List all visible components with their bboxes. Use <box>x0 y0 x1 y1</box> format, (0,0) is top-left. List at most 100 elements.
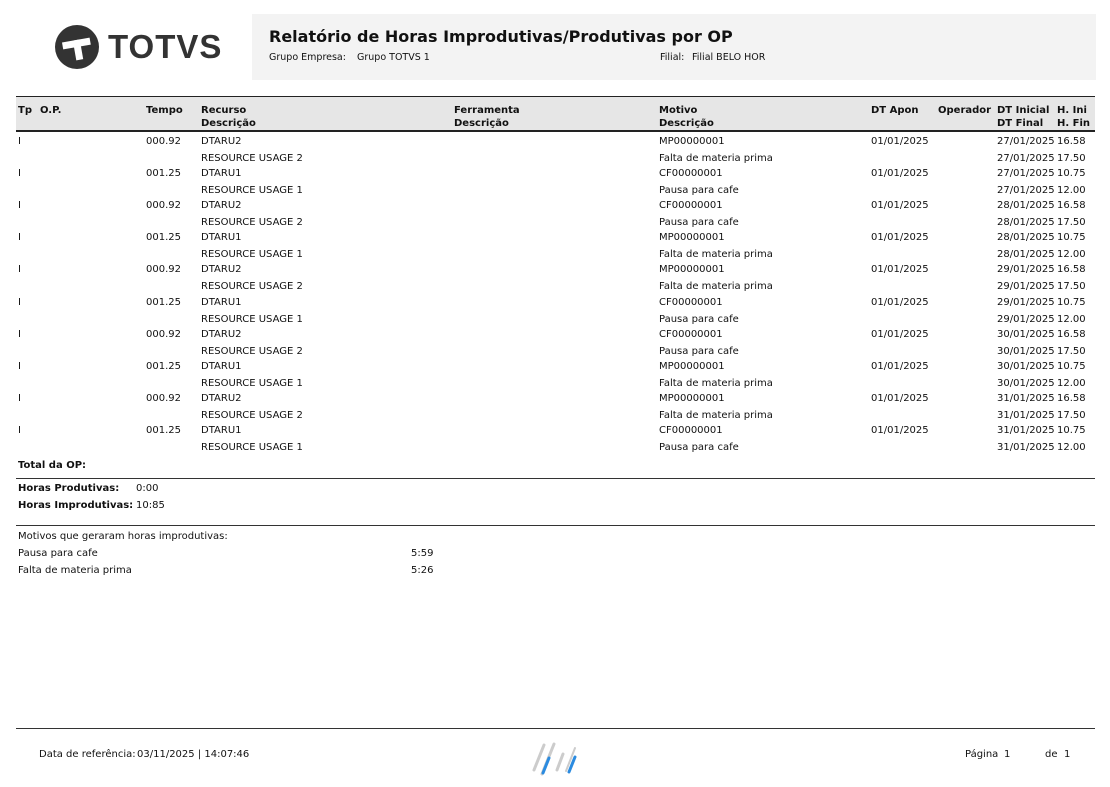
cell-h-fin: 12.00 <box>1057 441 1086 453</box>
totvs-logo: TOTVS <box>54 24 222 70</box>
cell-tp: I <box>18 328 21 340</box>
page-value: 1 <box>1004 749 1011 760</box>
motivo-label: Falta de materia prima <box>18 565 132 576</box>
cell-h-fin: 17.50 <box>1057 217 1086 229</box>
cell-dt-apon: 01/01/2025 <box>871 392 929 404</box>
cell-tp: I <box>18 232 21 244</box>
cell-dt-inicial: 28/01/2025 <box>997 232 1055 244</box>
cell-h-ini: 10.75 <box>1057 360 1086 372</box>
filial-value: Filial BELO HOR <box>692 52 766 63</box>
cell-dt-inicial: 29/01/2025 <box>997 264 1055 276</box>
cell-motivo: CF00000001 <box>659 424 723 436</box>
cell-motivo: CF00000001 <box>659 296 723 308</box>
cell-dt-final: 27/01/2025 <box>997 153 1055 164</box>
table-row: RESOURCE USAGE 2 Pausa para cafe 28/01/202… <box>0 217 1110 233</box>
cell-tempo: 000.92 <box>146 200 181 212</box>
cell-recurso: DTARU1 <box>201 424 242 436</box>
cell-h-fin: 12.00 <box>1057 249 1086 261</box>
cell-recurso: DTARU2 <box>201 264 242 276</box>
cell-h-fin: 17.50 <box>1057 409 1086 421</box>
cell-tp: I <box>18 264 21 276</box>
table-row: RESOURCE USAGE 2 Falta de materia prima 29… <box>0 281 1110 297</box>
cell-dt-inicial: 27/01/2025 <box>997 136 1055 147</box>
cell-motivo: MP00000001 <box>659 232 725 244</box>
cell-dt-apon: 01/01/2025 <box>871 296 929 308</box>
cell-tp: I <box>18 136 21 147</box>
report-title: Relatório de Horas Improdutivas/Produtiv… <box>269 27 733 46</box>
col-h-ini: H. Ini <box>1057 105 1087 116</box>
table-row: I 000.92 DTARU2 CF00000001 01/01/2025 28/01/2… <box>0 200 1110 216</box>
table-row: RESOURCE USAGE 1 Falta de materia prima 30… <box>0 378 1110 394</box>
table-row: I 001.25 DTARU1 MP00000001 01/01/2025 30/01/2… <box>0 361 1110 377</box>
total-op-label: Total da OP: <box>18 460 87 471</box>
cell-recurso-desc: RESOURCE USAGE 1 <box>201 441 303 453</box>
col-tp: Tp <box>18 105 32 116</box>
grupo-label: Grupo Empresa: <box>269 52 346 63</box>
col-motivo-desc: Descrição <box>659 118 714 129</box>
cell-recurso: DTARU1 <box>201 296 242 308</box>
footer-logo-icon <box>532 742 577 776</box>
cell-dt-inicial: 29/01/2025 <box>997 296 1055 308</box>
cell-tempo: 000.92 <box>146 264 181 276</box>
cell-dt-inicial: 31/01/2025 <box>997 424 1055 436</box>
cell-tp: I <box>18 296 21 308</box>
col-ferramenta-desc: Descrição <box>454 118 509 129</box>
cell-h-ini: 10.75 <box>1057 168 1086 180</box>
cell-tempo: 001.25 <box>146 296 181 308</box>
cell-h-fin: 17.50 <box>1057 345 1086 357</box>
cell-motivo: CF00000001 <box>659 328 723 340</box>
cell-dt-final: 29/01/2025 <box>997 281 1055 293</box>
table-row: I 000.92 DTARU2 CF00000001 01/01/2025 30/01/2… <box>0 329 1110 345</box>
cell-motivo: MP00000001 <box>659 392 725 404</box>
cell-motivo: CF00000001 <box>659 200 723 212</box>
col-motivo: Motivo <box>659 105 698 116</box>
ref-label: Data de referência: <box>39 749 136 760</box>
cell-motivo-desc: Pausa para cafe <box>659 185 739 197</box>
cell-dt-apon: 01/01/2025 <box>871 232 929 244</box>
col-op: O.P. <box>40 105 62 116</box>
cell-dt-final: 27/01/2025 <box>997 185 1055 197</box>
cell-recurso-desc: RESOURCE USAGE 1 <box>201 313 303 325</box>
cell-recurso-desc: RESOURCE USAGE 2 <box>201 409 303 421</box>
cell-tp: I <box>18 360 21 372</box>
col-recurso-desc: Descrição <box>201 118 256 129</box>
cell-recurso-desc: RESOURCE USAGE 1 <box>201 249 303 261</box>
horas-improdutivas-value: 10:85 <box>136 500 165 511</box>
page-label: Página <box>965 749 999 760</box>
totvs-logo-icon <box>55 25 99 69</box>
cell-dt-final: 28/01/2025 <box>997 249 1055 261</box>
col-ferramenta: Ferramenta <box>454 105 520 116</box>
cell-dt-apon: 01/01/2025 <box>871 360 929 372</box>
col-dt-final: DT Final <box>997 118 1044 129</box>
table-header <box>16 96 1095 132</box>
cell-h-ini: 16.58 <box>1057 328 1086 340</box>
cell-dt-final: 29/01/2025 <box>997 313 1055 325</box>
table-row: RESOURCE USAGE 2 Pausa para cafe 30/01/202… <box>0 346 1110 362</box>
table-row: RESOURCE USAGE 1 Falta de materia prima 28… <box>0 249 1110 265</box>
horas-improdutivas-label: Horas Improdutivas: <box>18 500 134 511</box>
cell-dt-apon: 01/01/2025 <box>871 424 929 436</box>
cell-dt-inicial: 30/01/2025 <box>997 328 1055 340</box>
cell-h-fin: 17.50 <box>1057 281 1086 293</box>
cell-dt-final: 28/01/2025 <box>997 217 1055 229</box>
cell-recurso: DTARU1 <box>201 360 242 372</box>
cell-dt-final: 30/01/2025 <box>997 345 1055 357</box>
cell-tempo: 000.92 <box>146 136 181 147</box>
cell-tp: I <box>18 168 21 180</box>
footer-divider <box>16 728 1095 729</box>
cell-motivo: MP00000001 <box>659 360 725 372</box>
cell-h-fin: 12.00 <box>1057 377 1086 389</box>
table-row: RESOURCE USAGE 1 Pausa para cafe 27/01/202… <box>0 185 1110 201</box>
cell-dt-final: 31/01/2025 <box>997 409 1055 421</box>
divider <box>16 525 1095 526</box>
cell-dt-apon: 01/01/2025 <box>871 136 929 147</box>
cell-motivo-desc: Falta de materia prima <box>659 153 773 164</box>
cell-recurso-desc: RESOURCE USAGE 2 <box>201 153 303 164</box>
cell-motivo-desc: Falta de materia prima <box>659 281 773 293</box>
cell-dt-inicial: 27/01/2025 <box>997 168 1055 180</box>
horas-produtivas-label: Horas Produtivas: <box>18 483 120 494</box>
cell-motivo: CF00000001 <box>659 168 723 180</box>
cell-h-ini: 10.75 <box>1057 296 1086 308</box>
col-operador: Operador <box>938 105 992 116</box>
table-row: RESOURCE USAGE 2 Falta de materia prima 31… <box>0 410 1110 426</box>
